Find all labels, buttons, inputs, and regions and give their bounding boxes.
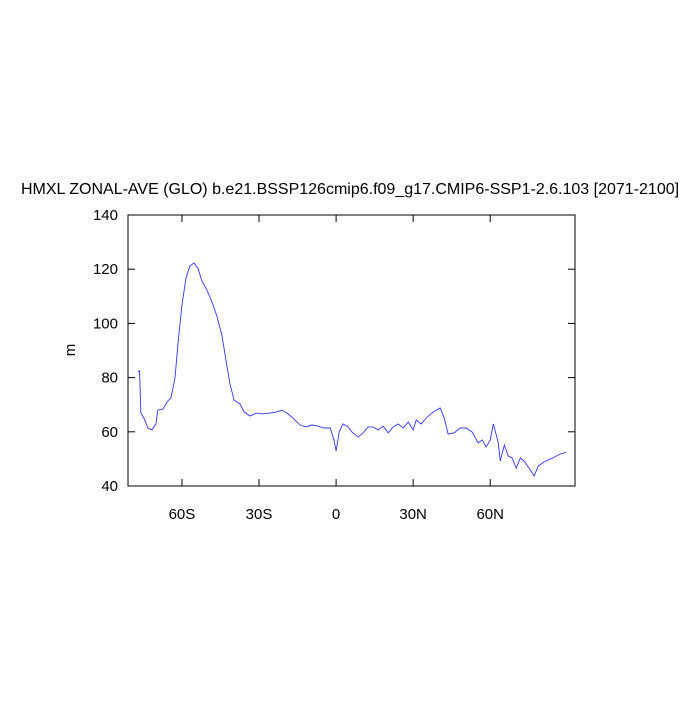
y-tick-label: 40 bbox=[101, 478, 118, 495]
chart-title: HMXL ZONAL-AVE (GLO) b.e21.BSSP126cmip6.… bbox=[21, 181, 679, 198]
data-line bbox=[137, 262, 567, 477]
y-tick-label: 80 bbox=[101, 370, 118, 387]
x-tick-label: 0 bbox=[332, 506, 340, 523]
y-tick-label: 140 bbox=[93, 207, 118, 224]
x-tick-label: 60N bbox=[476, 506, 504, 523]
x-tick-label: 60S bbox=[169, 506, 196, 523]
y-tick-label: 60 bbox=[101, 424, 118, 441]
x-tick-label: 30S bbox=[246, 506, 273, 523]
y-tick-label: 120 bbox=[93, 261, 118, 278]
y-axis-label: m bbox=[62, 344, 79, 357]
plot-frame bbox=[127, 214, 576, 487]
x-tick-label: 30N bbox=[399, 506, 427, 523]
y-tick-label: 100 bbox=[93, 315, 118, 332]
